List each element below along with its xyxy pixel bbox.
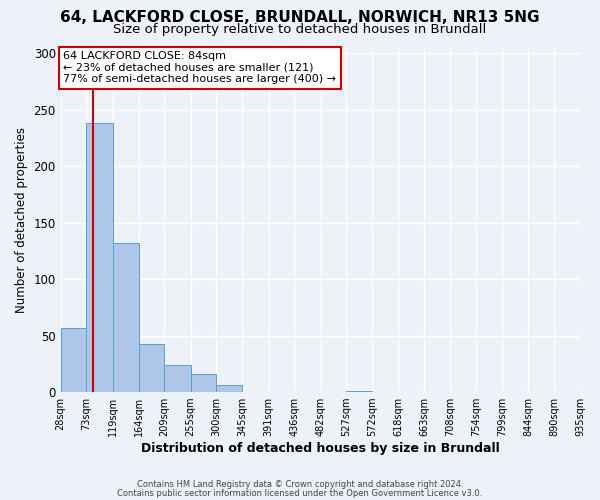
Bar — [139, 344, 164, 392]
Text: 64, LACKFORD CLOSE, BRUNDALL, NORWICH, NR13 5NG: 64, LACKFORD CLOSE, BRUNDALL, NORWICH, N… — [60, 10, 540, 25]
Bar — [346, 391, 372, 392]
Y-axis label: Number of detached properties: Number of detached properties — [15, 127, 28, 313]
Bar — [217, 386, 242, 392]
Bar — [113, 243, 139, 392]
Bar — [86, 123, 113, 392]
Bar — [61, 328, 86, 392]
X-axis label: Distribution of detached houses by size in Brundall: Distribution of detached houses by size … — [141, 442, 500, 455]
Text: 64 LACKFORD CLOSE: 84sqm
← 23% of detached houses are smaller (121)
77% of semi-: 64 LACKFORD CLOSE: 84sqm ← 23% of detach… — [63, 51, 336, 84]
Text: Size of property relative to detached houses in Brundall: Size of property relative to detached ho… — [113, 22, 487, 36]
Bar — [580, 391, 600, 392]
Text: Contains public sector information licensed under the Open Government Licence v3: Contains public sector information licen… — [118, 489, 482, 498]
Text: Contains HM Land Registry data © Crown copyright and database right 2024.: Contains HM Land Registry data © Crown c… — [137, 480, 463, 489]
Bar — [191, 374, 217, 392]
Bar — [164, 365, 191, 392]
